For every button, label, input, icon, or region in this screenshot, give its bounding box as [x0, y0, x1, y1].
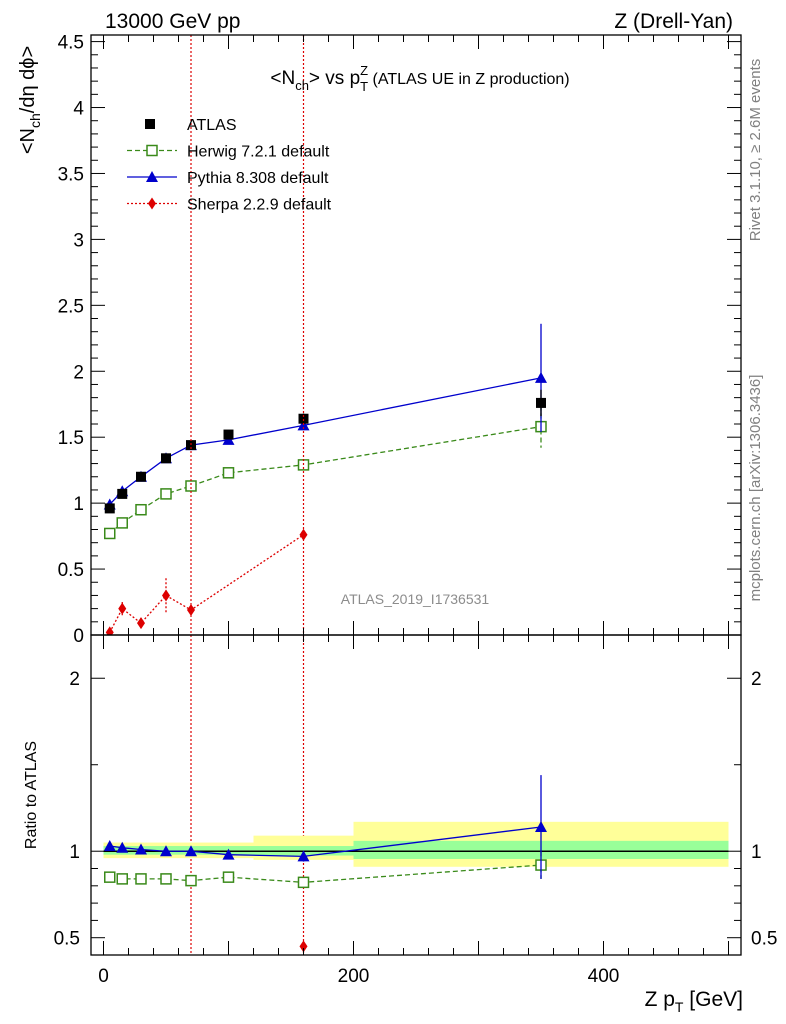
main-sherpa-point-4: [187, 603, 195, 616]
main-pythia-point-7: [535, 371, 547, 383]
main-atlas-point-5: [223, 429, 234, 440]
main-herwig-point-3: [160, 488, 172, 500]
ratio-ytick-label-left-2: 2: [69, 669, 80, 690]
main-sherpa-point-2: [137, 617, 145, 630]
main-panel: 0 0.5 1 1.5 2 2.5 3 3.5 4 4.5 <Nch> vs pTZ (ATLAS…: [58, 33, 742, 955]
plot-title: <Nch> vs pTZ (ATLAS UE in Z production): [270, 63, 569, 94]
ratio-pythia-point-4: [185, 845, 197, 857]
uncertainty-band-green-0: [103, 846, 254, 855]
title-mid: > vs p: [309, 68, 360, 89]
main-ytick-label-4: 2: [73, 362, 84, 383]
ratio-ytick-label-right-2: 2: [751, 669, 762, 690]
title-p-sup: Z: [360, 63, 368, 78]
header-left: 13000 GeV pp: [105, 10, 240, 33]
ratio-pythia-point-1: [116, 841, 129, 853]
ratio-ytick-label-left-0: 0.5: [54, 929, 80, 950]
ratio-pythia-point-2: [135, 843, 147, 855]
main-atlas-point-0: [104, 503, 115, 514]
legend-marker-pythia: [146, 171, 158, 182]
main-ytick-label-2: 1: [73, 494, 84, 515]
legend-label-sherpa: Sherpa 2.2.9 default: [187, 197, 332, 214]
legend-label-herwig: Herwig 7.2.1 default: [187, 144, 330, 161]
main-sherpa-point-0: [105, 626, 114, 635]
legend-label-atlas: ATLAS: [187, 117, 237, 134]
ratio-herwig-point-3: [160, 873, 172, 885]
legend-label-pythia: Pythia 8.308 default: [187, 170, 329, 187]
header-right: Z (Drell-Yan): [614, 10, 733, 33]
legend: ATLAS Herwig 7.2.1 default Pythia 8.308 de…: [127, 117, 332, 214]
title-p-sub: T: [360, 79, 368, 94]
legend-marker-atlas: [145, 119, 155, 129]
main-atlas-point-6: [298, 413, 309, 424]
ratio-frame: [90, 634, 742, 956]
main-ytick-label-8: 4: [73, 99, 84, 120]
main-ytick-label-6: 3: [73, 230, 84, 251]
main-atlas-point-4: [186, 440, 196, 451]
ratio-herwig-line: [109, 864, 542, 884]
xtick-label-0: 0: [98, 966, 109, 987]
main-pythia-line: [109, 377, 542, 505]
ratio-pythia-point-5: [222, 848, 235, 860]
main-ytick-label-7: 3.5: [58, 164, 84, 185]
main-herwig-point-4: [185, 480, 197, 492]
xtick-label-2: 400: [588, 966, 620, 987]
ratio-panel: 0.5 0.5 1 1 2 2 0 200 400: [54, 35, 777, 987]
main-herwig-point-2: [135, 503, 147, 516]
ratio-sherpa-point-0: [299, 940, 308, 953]
main-atlas-point-7: [536, 397, 546, 408]
main-herwig-point-1: [116, 517, 128, 529]
main-sherpa-line: [109, 534, 304, 633]
main-atlas-point-2: [136, 471, 146, 482]
rivet-version-label: Rivet 3.1.10, ≥ 2.6M events: [747, 59, 764, 242]
main-sherpa-point-1: [118, 602, 127, 615]
main-herwig-line: [109, 426, 542, 534]
ratio-pythia-point-7: [535, 821, 547, 832]
main-ylabel: <Nch/dη dϕ>: [17, 46, 43, 154]
title-n: <N: [270, 68, 295, 89]
legend-marker-sherpa: [148, 197, 156, 210]
ratio-ylabel: Ratio to ATLAS: [23, 741, 40, 849]
main-herwig-point-0: [104, 527, 116, 540]
main-ytick-label-0: 0: [73, 626, 84, 647]
main-ylabel-sub: ch: [27, 113, 43, 128]
analysis-id: ATLAS_2019_I1736531: [341, 591, 490, 607]
ratio-herwig-point-6: [297, 876, 310, 889]
main-ytick-label-3: 1.5: [58, 428, 84, 449]
main-atlas-point-3: [161, 453, 171, 464]
ratio-herwig-point-0: [104, 871, 116, 883]
main-sherpa-point-3: [162, 589, 170, 602]
main-atlas-point-1: [117, 488, 128, 499]
legend-marker-herwig: [146, 144, 158, 157]
x-axis-label: Z pT [GeV]: [645, 988, 743, 1015]
title-n-sub: ch: [295, 78, 309, 93]
ratio-pythia-point-6: [297, 850, 310, 862]
ratio-ytick-label-right-1: 1: [751, 842, 762, 863]
xlabel-sub: T: [675, 999, 684, 1015]
ratio-pythia-point-3: [160, 845, 172, 857]
main-herwig-point-5: [222, 467, 235, 479]
ratio-ytick-label-right-0: 0.5: [751, 929, 777, 950]
main-ytick-label-1: 0.5: [58, 560, 84, 581]
main-ylabel-a: <N: [17, 128, 39, 154]
ratio-herwig-point-1: [116, 873, 128, 885]
xtick-label-1: 200: [338, 966, 370, 987]
ratio-herwig-point-2: [135, 873, 147, 885]
xlabel-b: [GeV]: [683, 988, 743, 1011]
ratio-herwig-point-5: [222, 871, 235, 883]
main-sherpa-point-5: [299, 528, 308, 541]
mcplots-label: mcplots.cern.ch [arXiv:1306.3436]: [747, 375, 764, 602]
ratio-pythia-point-0: [103, 840, 116, 852]
xlabel-a: Z p: [645, 988, 675, 1011]
main-ylabel-b: /dη dϕ>: [17, 46, 39, 113]
main-ytick-label-9: 4.5: [58, 33, 84, 54]
ratio-herwig-point-4: [185, 874, 197, 887]
title-suffix: (ATLAS UE in Z production): [368, 71, 570, 88]
ratio-ytick-label-left-1: 1: [69, 842, 80, 863]
main-ytick-label-5: 2.5: [58, 296, 84, 317]
